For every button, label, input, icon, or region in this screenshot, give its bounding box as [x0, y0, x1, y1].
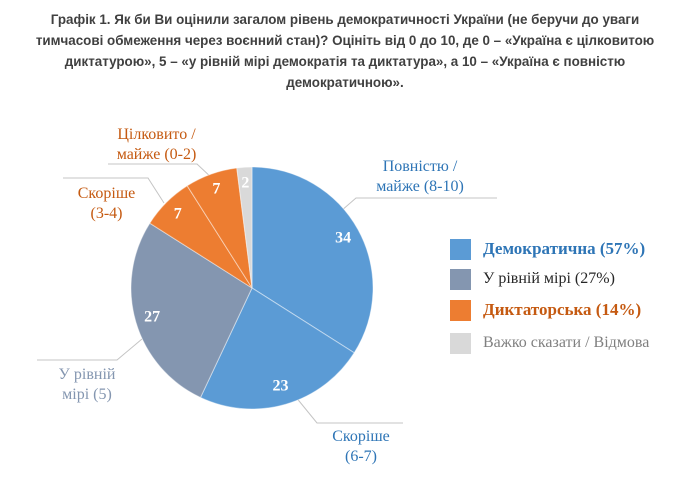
- legend-swatch-equal-measure: [450, 268, 471, 290]
- legend-label-democratic: Демократична (57%): [483, 239, 646, 258]
- callout-line: мірі (5): [62, 386, 112, 403]
- leader-line-3-4: [63, 177, 165, 204]
- callout-line: Скоріше: [332, 428, 390, 445]
- slice-callout-rather-dictatorship-3-4: Скоріше (3-4): [54, 184, 159, 224]
- callout-line: (3-4): [90, 205, 123, 222]
- leader-line-0-2: [108, 163, 215, 181]
- legend-item-equal-measure: У рівній мірі (27%): [450, 268, 615, 290]
- callout-line: Скоріше: [77, 185, 136, 202]
- legend-item-democratic: Демократична (57%): [450, 238, 645, 260]
- legend: Демократична (57%) У рівній мірі (27%) Д…: [450, 238, 680, 358]
- callout-line: У рівній: [58, 366, 116, 383]
- legend-label-hard-to-say: Важко сказати / Відмова: [483, 334, 650, 351]
- callout-line: Повністю /: [382, 158, 458, 175]
- slice-callout-fully-democratic-8-10: Повністю / майже (8-10): [346, 157, 494, 197]
- leader-line-6-7: [294, 395, 403, 424]
- pie-slice-0: [251, 166, 374, 354]
- slice-value-label-0: 34: [335, 229, 351, 246]
- callout-line: майже (8-10): [376, 178, 464, 195]
- slice-value-label-5: 2: [241, 175, 249, 192]
- legend-swatch-dictatorship: [450, 299, 471, 321]
- slice-value-label-1: 23: [273, 377, 289, 394]
- callout-line: (6-7): [345, 448, 377, 465]
- chart-title-line: Графік 1. Як би Ви оцінили загалом рівен…: [50, 12, 640, 27]
- chart-title: Графік 1. Як би Ви оцінили загалом рівен…: [0, 9, 690, 93]
- chart-title-line: демократичною».: [286, 75, 404, 90]
- slice-value-label-3: 7: [174, 205, 182, 222]
- slice-value-label-2: 27: [144, 309, 160, 326]
- chart-title-line: тимчасові обмеження через воєнний стан)?…: [35, 33, 655, 48]
- callout-line: майже (0-2): [116, 146, 197, 163]
- leader-line-5: [37, 338, 143, 361]
- pie-slice-1: [199, 287, 355, 410]
- chart-title-line: диктатурою», 5 – «у рівній мірі демократ…: [64, 54, 626, 69]
- pie-slice-2: [130, 222, 253, 399]
- slice-callout-equal-measure-5: У рівній мірі (5): [37, 365, 137, 405]
- legend-label-equal-measure: У рівній мірі (27%): [483, 270, 615, 287]
- pie-slices: 34 23 27 7 7 2: [130, 166, 374, 410]
- legend-swatch-hard-to-say: [450, 332, 471, 354]
- legend-item-dictatorship: Диктаторська (14%): [450, 299, 641, 321]
- pie-slice-5: [236, 166, 253, 289]
- callout-line: Цілковито /: [117, 126, 196, 143]
- slice-callout-rather-democratic-6-7: Скоріше (6-7): [311, 427, 411, 467]
- slice-callout-dictatorship-0-2: Цілковито / майже (0-2): [94, 125, 219, 165]
- legend-swatch-democratic: [450, 238, 471, 260]
- pie-slice-3: [149, 185, 253, 289]
- slice-value-label-4: 7: [212, 181, 220, 198]
- legend-label-dictatorship: Диктаторська (14%): [483, 300, 642, 319]
- legend-item-hard-to-say: Важко сказати / Відмова: [450, 332, 649, 354]
- pie-slice-4: [186, 167, 253, 289]
